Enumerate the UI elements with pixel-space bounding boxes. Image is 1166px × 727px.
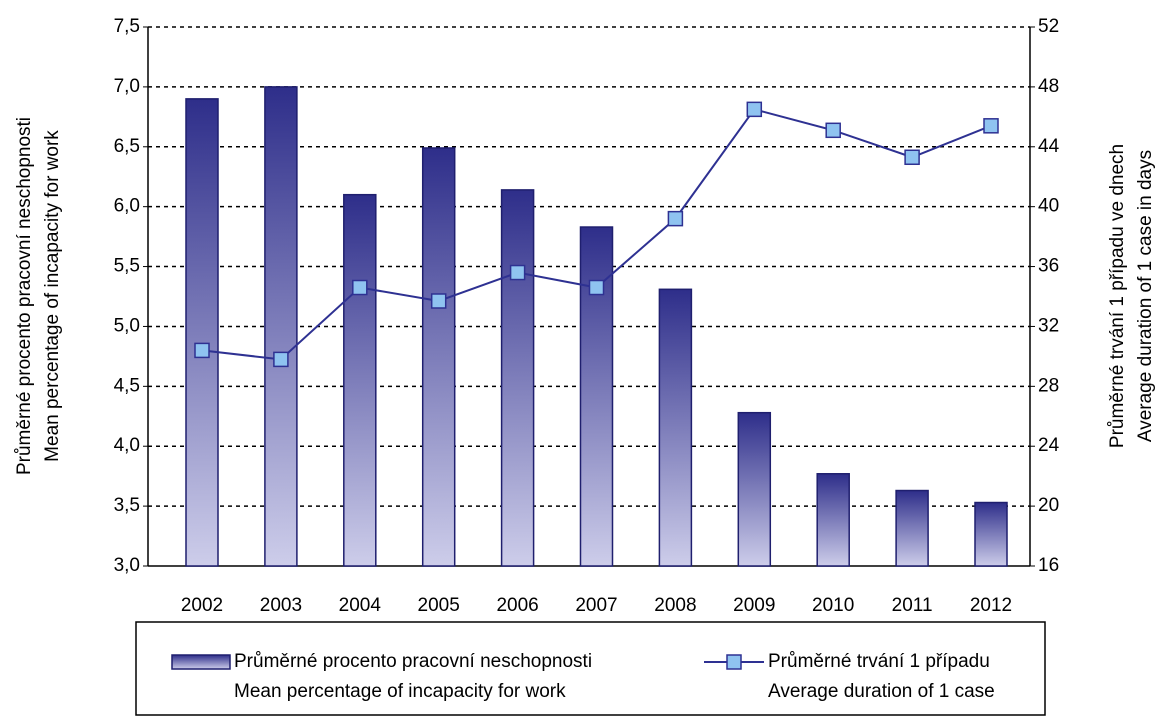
bar (974, 501, 1008, 567)
x-tick-label: 2008 (654, 595, 696, 616)
marker (352, 279, 368, 296)
y-tick-label: 6,0 (114, 196, 140, 217)
y2-tick-label: 32 (1038, 315, 1059, 336)
x-tick-label: 2007 (575, 595, 617, 616)
x-tick-label: 2011 (892, 595, 933, 616)
y-tick-label: 7,5 (114, 16, 140, 37)
x-tick-label: 2006 (496, 595, 538, 616)
bar (816, 473, 850, 567)
y-tick-label: 4,5 (114, 375, 140, 396)
marker (509, 264, 526, 281)
y2-tick-label: 20 (1038, 495, 1059, 516)
y2-axis-label: Průměrné trvání 1 případu ve dnech (1107, 144, 1128, 448)
legend-marker (726, 654, 742, 670)
y2-tick-label: 40 (1038, 196, 1059, 217)
y2-tick-label: 28 (1038, 375, 1059, 396)
marker (904, 149, 920, 166)
x-tick-label: 2010 (812, 595, 854, 616)
y-tick-label: 7,0 (114, 76, 140, 97)
y2-tick-label: 44 (1038, 136, 1060, 157)
y2-tick-label: 16 (1038, 555, 1059, 576)
y2-tick-label: 48 (1038, 76, 1059, 97)
marker (273, 351, 289, 368)
y-axis-label: Průměrné procento pracovní neschopnosti (14, 117, 35, 475)
bar (264, 86, 298, 567)
y-axis-label: Mean percentage of incapacity for work (42, 130, 63, 462)
bar (421, 147, 456, 567)
legend-label: Průměrné trvání 1 případu (768, 651, 990, 672)
legend-label: Průměrné procento pracovní neschopnosti (234, 651, 592, 672)
x-tick-label: 2005 (418, 595, 460, 616)
legend-box (135, 621, 1046, 716)
marker (194, 342, 210, 359)
x-tick-label: 2002 (181, 595, 223, 616)
bar (658, 288, 693, 567)
x-tick-label: 2003 (260, 595, 302, 616)
y-tick-label: 4,0 (114, 435, 140, 456)
marker (430, 293, 447, 309)
marker (825, 122, 841, 139)
bar (185, 98, 219, 567)
legend-label: Mean percentage of incapacity for work (234, 681, 566, 702)
y-tick-label: 3,5 (114, 495, 140, 516)
bar (737, 411, 772, 567)
legend-swatch (171, 654, 231, 670)
x-tick-label: 2012 (970, 595, 1012, 616)
y-tick-label: 5,0 (114, 315, 140, 336)
marker (667, 210, 684, 227)
y2-tick-label: 52 (1038, 16, 1059, 37)
y2-tick-label: 36 (1038, 256, 1059, 277)
x-tick-label: 2004 (339, 595, 382, 616)
y-tick-label: 5,5 (114, 256, 140, 277)
legend-label: Average duration of 1 case (768, 681, 995, 702)
marker (746, 101, 763, 118)
marker (983, 118, 999, 134)
bar (500, 189, 535, 567)
y2-tick-label: 24 (1038, 435, 1060, 456)
y-tick-label: 3,0 (114, 555, 140, 576)
marker (588, 279, 605, 296)
bar (895, 489, 929, 567)
x-tick-label: 2009 (733, 595, 775, 616)
y2-axis-label: Average duration of 1 case in days (1135, 150, 1156, 442)
bar (343, 193, 377, 567)
y-tick-label: 6,5 (114, 136, 140, 157)
